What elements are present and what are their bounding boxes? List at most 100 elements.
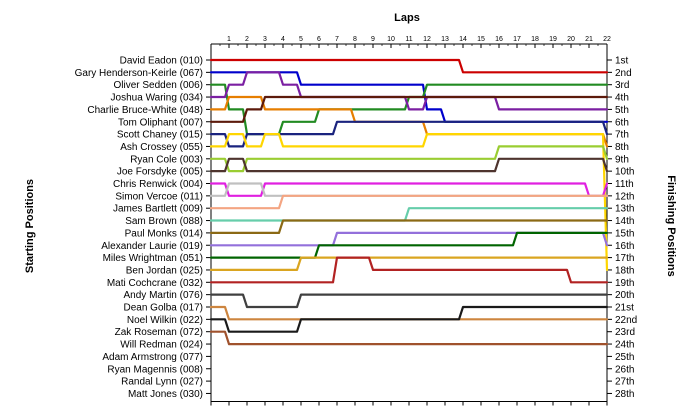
starting-position-label: Dean Golba (017): [124, 303, 204, 314]
finishing-position-label: 10th: [615, 167, 634, 178]
driver-series-line: [209, 256, 609, 284]
driver-series-line: [209, 305, 609, 321]
finishing-position-label: 7th: [615, 130, 629, 141]
starting-position-label: Noel Wilkin (022): [127, 315, 203, 326]
finishing-position-label: 16th: [615, 241, 634, 252]
x-tick-label: 5: [299, 36, 303, 43]
x-tick-label: 14: [459, 36, 467, 43]
finishing-position-label: 22nd: [615, 315, 637, 326]
finishing-position-label: 4th: [615, 93, 629, 104]
x-tick-label: 1: [227, 36, 231, 43]
x-tick-label: 16: [495, 36, 503, 43]
finishing-position-label: 23rd: [615, 327, 635, 338]
x-tick-label: 12: [423, 36, 431, 43]
finishing-position-label: 21st: [615, 303, 634, 314]
x-tick-label: 6: [317, 36, 321, 43]
starting-position-label: Ryan Magennis (008): [107, 364, 203, 375]
y-axis-title-left: Starting Positions: [24, 179, 36, 273]
finishing-position-label: 11th: [615, 179, 634, 190]
driver-series-line: [209, 71, 609, 111]
starting-position-label: James Bartlett (009): [113, 204, 203, 215]
finishing-position-label: 13th: [615, 204, 634, 215]
x-tick-label: 11: [405, 36, 412, 43]
starting-position-label: Zak Roseman (072): [115, 327, 203, 338]
starting-position-label: Simon Vercoe (011): [115, 191, 203, 202]
x-tick-label: 8: [353, 36, 357, 43]
finishing-position-label: 3rd: [615, 80, 629, 91]
x-tick-label: 9: [371, 36, 375, 43]
starting-position-label: Ryan Cole (003): [130, 154, 203, 165]
x-tick-label: 17: [513, 36, 521, 43]
chart-series-group: [209, 58, 609, 346]
starting-position-label: Adam Armstrong (077): [102, 352, 203, 363]
starting-position-label: Charlie Bruce-White (048): [87, 105, 203, 116]
driver-series-line: [209, 157, 609, 173]
starting-position-label: Joshua Waring (034): [111, 93, 203, 104]
finishing-position-label: 25th: [615, 352, 634, 363]
finishing-position-label: 5th: [615, 105, 629, 116]
finishing-position-label: 24th: [615, 340, 634, 351]
finishing-position-label: 28th: [615, 389, 634, 400]
starting-position-label: Matt Jones (030): [128, 389, 203, 400]
driver-series-line: [209, 182, 609, 197]
finishing-position-label: 26th: [615, 364, 634, 375]
finishing-position-label: 20th: [615, 290, 634, 301]
chart-axes: 1 2 3 4 5 6 7 8 9 10 11 12 13 14 15 16 17 18 19 20 21 22: [206, 36, 612, 406]
starting-position-label: Gary Henderson-Keirle (067): [75, 68, 203, 79]
driver-series-line: [209, 120, 609, 148]
starting-position-label: Andy Martin (076): [124, 290, 203, 301]
starting-position-label: Chris Renwick (004): [113, 179, 203, 190]
starting-position-label: Tom Oliphant (007): [118, 117, 203, 128]
driver-series-line: [209, 231, 609, 247]
finishing-position-label: 2nd: [615, 68, 632, 79]
x-tick-label: 10: [387, 36, 395, 43]
finishing-position-label: 18th: [615, 265, 634, 276]
starting-position-label: Mati Cochcrane (032): [107, 278, 203, 289]
driver-series-line: [209, 330, 609, 346]
starting-position-label: Alexander Laurie (019): [101, 241, 203, 252]
finishing-position-label: 19th: [615, 278, 634, 289]
x-tick-label: 18: [531, 36, 539, 43]
x-tick-label: 13: [441, 36, 449, 43]
starting-position-label: Ben Jordan (025): [126, 265, 203, 276]
x-tick-label: 21: [585, 36, 593, 43]
finishing-position-label: 17th: [615, 253, 634, 264]
y-axis-title-right: Finishing Positions: [665, 175, 677, 276]
driver-series-line: [209, 95, 609, 123]
finishing-position-label: 6th: [615, 117, 629, 128]
driver-series-line: [209, 305, 609, 333]
x-axis-title: Laps: [394, 12, 420, 24]
x-tick-label: 2: [245, 36, 249, 43]
x-tick-label: 15: [477, 36, 485, 43]
finishing-position-label: 12th: [615, 191, 634, 202]
driver-series-line: [209, 231, 609, 259]
finishing-position-label: 27th: [615, 377, 634, 388]
starting-position-label: Will Redman (024): [120, 340, 203, 351]
driver-series-line: [209, 133, 609, 271]
starting-position-label: Joe Forsdyke (005): [117, 167, 203, 178]
driver-series-line: [209, 58, 609, 74]
starting-position-label: Randal Lynn (027): [121, 377, 203, 388]
driver-series-line: [209, 219, 609, 234]
finishing-position-label: 15th: [615, 228, 634, 239]
driver-series-line: [209, 145, 609, 173]
starting-position-label: David Eadon (010): [120, 56, 203, 67]
driver-series-line: [209, 256, 609, 271]
starting-position-label: Oliver Sedden (006): [114, 80, 204, 91]
driver-series-line: [209, 207, 609, 222]
starting-position-label: Paul Monks (014): [125, 228, 203, 239]
finishing-position-label: 1st: [615, 56, 629, 67]
finishing-position-label: 14th: [615, 216, 634, 227]
driver-series-line: [209, 293, 609, 309]
x-tick-label: 22: [603, 36, 611, 43]
x-tick-label: 20: [567, 36, 575, 43]
finishing-position-label: 8th: [615, 142, 629, 153]
starting-position-label: Ash Crossey (055): [120, 142, 203, 153]
starting-position-labels: David Eadon (010)Gary Henderson-Keirle (…: [75, 56, 203, 400]
finishing-position-label: 9th: [615, 154, 629, 165]
driver-series-line: [209, 182, 609, 197]
x-tick-label: 3: [263, 36, 267, 43]
